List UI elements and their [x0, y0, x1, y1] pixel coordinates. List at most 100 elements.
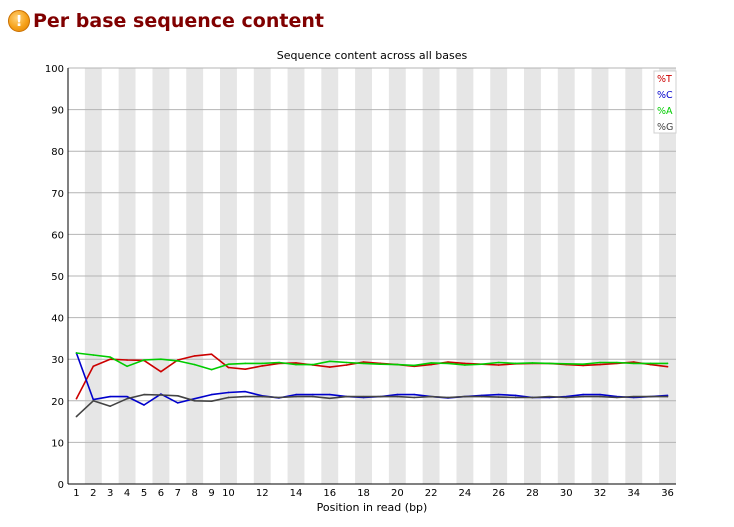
data-point — [497, 393, 500, 396]
x-tick-label: 8 — [191, 488, 197, 499]
y-tick-label: 70 — [51, 189, 64, 200]
data-point — [210, 368, 213, 371]
y-tick-label: 60 — [51, 230, 64, 241]
data-point — [599, 363, 601, 366]
data-point — [143, 404, 145, 406]
data-point — [126, 359, 128, 361]
y-tick-label: 80 — [51, 147, 64, 158]
data-point — [531, 396, 534, 399]
x-tick-label: 20 — [391, 488, 404, 499]
y-tick-label: 100 — [45, 64, 64, 75]
x-tick-label: 5 — [141, 488, 147, 499]
data-point — [244, 395, 247, 398]
legend-entry: %G — [657, 122, 673, 133]
x-tick-label: 32 — [594, 488, 607, 499]
data-point — [295, 362, 297, 364]
data-point — [143, 393, 145, 396]
data-point — [649, 362, 652, 365]
data-point — [362, 362, 365, 365]
data-point — [514, 394, 517, 397]
data-point — [261, 395, 264, 398]
data-point — [345, 361, 348, 364]
data-point — [649, 363, 652, 366]
x-tick-label: 9 — [208, 488, 214, 499]
data-point — [160, 394, 162, 396]
data-point — [480, 395, 483, 398]
data-point — [261, 365, 264, 367]
x-tick-label: 30 — [560, 488, 573, 499]
data-point — [582, 363, 584, 365]
legend-entry: %T — [657, 74, 672, 85]
data-point — [666, 394, 669, 397]
x-tick-label: 7 — [175, 488, 181, 499]
data-point — [430, 395, 432, 398]
data-point — [514, 362, 517, 365]
x-tick-label: 6 — [158, 488, 164, 499]
data-point — [227, 391, 230, 394]
x-tick-label: 22 — [425, 488, 438, 499]
y-tick-label: 50 — [51, 272, 64, 283]
data-point — [480, 363, 483, 365]
series-line-pct-a — [76, 352, 668, 371]
data-point — [632, 361, 635, 363]
data-point — [193, 397, 196, 400]
data-point — [295, 393, 297, 396]
page-title: Per base sequence content — [33, 10, 324, 32]
data-point — [632, 395, 635, 398]
data-point — [75, 415, 78, 418]
data-point — [582, 364, 584, 367]
data-point — [666, 365, 669, 368]
data-point — [160, 370, 162, 373]
data-point — [396, 363, 399, 366]
data-point — [193, 355, 196, 357]
data-point — [126, 397, 128, 400]
x-tick-label: 36 — [661, 488, 674, 499]
data-point — [312, 395, 314, 398]
x-tick-label: 2 — [90, 488, 96, 499]
legend-box — [653, 70, 677, 134]
data-point — [379, 363, 382, 365]
data-point — [565, 396, 568, 399]
data-point — [599, 361, 601, 364]
data-point — [227, 366, 230, 369]
y-tick-label: 0 — [58, 480, 64, 491]
data-point — [464, 364, 466, 366]
data-point — [464, 362, 466, 365]
data-point — [413, 393, 416, 396]
x-axis-label: Position in read (bp) — [317, 501, 428, 514]
data-point — [244, 368, 247, 370]
x-tick-label: 14 — [290, 488, 303, 499]
x-tick-label: 24 — [459, 488, 472, 499]
data-point — [278, 396, 280, 399]
data-point — [582, 393, 584, 396]
data-point — [92, 365, 95, 368]
data-point — [565, 362, 568, 365]
y-tick-label: 40 — [51, 314, 64, 325]
x-tick-label: 1 — [73, 488, 79, 499]
data-point — [328, 360, 331, 363]
data-point — [109, 395, 112, 398]
x-tick-label: 26 — [492, 488, 505, 499]
x-tick-label: 10 — [222, 488, 235, 499]
data-point — [447, 396, 449, 399]
data-point — [278, 361, 280, 364]
data-point — [548, 395, 551, 398]
warning-icon: ! — [8, 10, 30, 32]
data-point — [295, 363, 297, 366]
y-tick-label: 20 — [51, 397, 64, 408]
data-point — [126, 395, 128, 398]
data-point — [599, 393, 601, 396]
legend-entry: %A — [657, 106, 673, 117]
data-point — [497, 396, 500, 398]
data-point — [312, 393, 314, 396]
data-point — [514, 396, 517, 399]
data-point — [126, 365, 128, 368]
data-point — [210, 393, 213, 396]
data-point — [109, 405, 112, 408]
report-header: ! Per base sequence content — [8, 6, 324, 36]
data-point — [447, 361, 449, 363]
data-point — [396, 395, 399, 398]
series-line-pct-t — [75, 353, 668, 400]
x-tick-label: 28 — [526, 488, 539, 499]
